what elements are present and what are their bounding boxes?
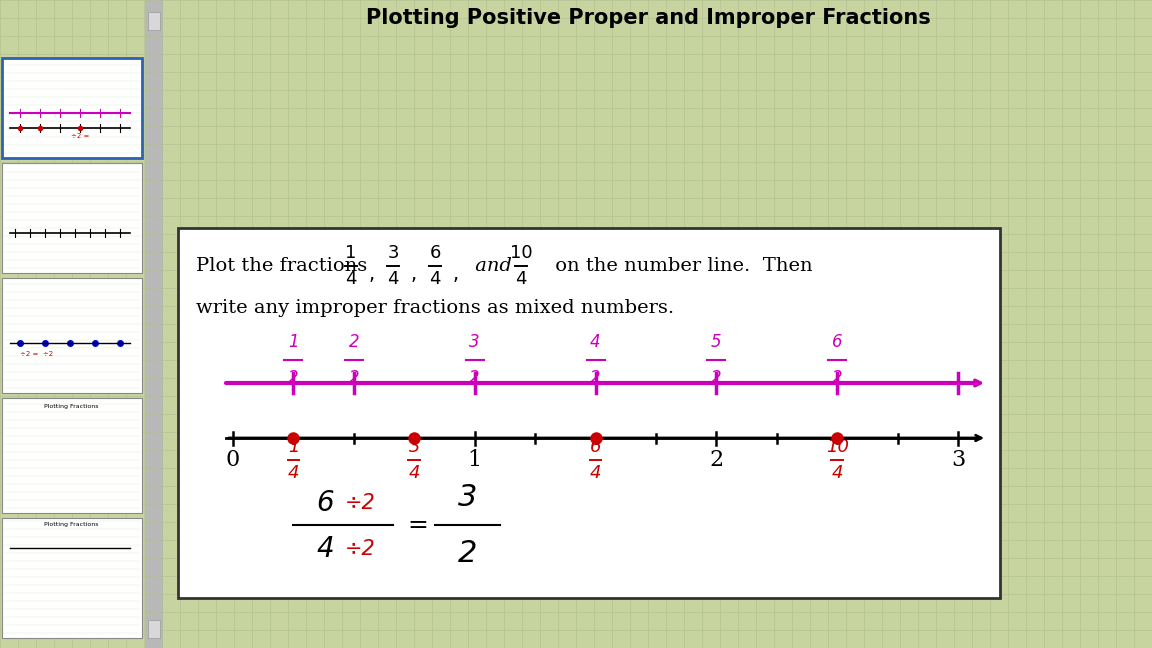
Bar	[2, 518, 142, 638]
Text: 5: 5	[711, 333, 721, 351]
Text: 2: 2	[288, 369, 298, 387]
Text: on the number line.  Then: on the number line. Then	[550, 257, 812, 275]
Text: 0: 0	[226, 449, 240, 471]
Text: 3: 3	[457, 483, 477, 513]
Text: Plotting Positive Proper and Improper Fractions: Plotting Positive Proper and Improper Fr…	[365, 8, 931, 28]
Text: and: and	[469, 257, 518, 275]
Text: 4: 4	[515, 270, 526, 288]
Text: 2: 2	[349, 369, 359, 387]
Text: 2: 2	[832, 369, 842, 387]
Text: 2: 2	[710, 449, 723, 471]
Text: 2: 2	[457, 540, 477, 568]
Text: 4: 4	[288, 464, 300, 482]
Text: 4: 4	[832, 464, 843, 482]
Text: 4: 4	[590, 333, 601, 351]
Bar	[2, 58, 142, 158]
Text: 6: 6	[430, 244, 441, 262]
Text: 2: 2	[711, 369, 721, 387]
Text: 10: 10	[509, 244, 532, 262]
Text: write any improper fractions as mixed numbers.: write any improper fractions as mixed nu…	[196, 299, 674, 317]
Text: 3: 3	[469, 333, 480, 351]
Bar	[147, 620, 160, 638]
Text: 3: 3	[387, 244, 399, 262]
Text: =: =	[407, 513, 427, 537]
Text: ÷2 =: ÷2 =	[71, 133, 90, 139]
Text: ,: ,	[411, 264, 417, 284]
Text: ÷2: ÷2	[344, 539, 376, 559]
Text: ,: ,	[453, 264, 460, 284]
Text: ,: ,	[369, 264, 376, 284]
Text: 1: 1	[288, 438, 300, 456]
Text: ÷2 =  ÷2: ÷2 = ÷2	[20, 351, 53, 357]
Text: 3: 3	[950, 449, 965, 471]
Text: 1: 1	[346, 244, 357, 262]
Text: Plotting Fractions: Plotting Fractions	[44, 404, 98, 409]
Bar	[145, 0, 162, 648]
Text: 2: 2	[469, 369, 480, 387]
Bar	[2, 398, 142, 513]
Text: 1: 1	[468, 449, 482, 471]
Text: 2: 2	[590, 369, 601, 387]
Text: 6: 6	[590, 438, 601, 456]
Text: 4: 4	[430, 270, 441, 288]
Bar	[2, 163, 142, 273]
Bar	[2, 278, 142, 393]
Bar	[147, 12, 160, 30]
Text: 10: 10	[826, 438, 849, 456]
Text: ÷2: ÷2	[344, 492, 376, 513]
Text: 6: 6	[316, 489, 334, 517]
Text: Plotting Fractions: Plotting Fractions	[44, 522, 98, 527]
Text: 3: 3	[409, 438, 420, 456]
Bar	[179, 228, 1000, 598]
Text: 4: 4	[346, 270, 357, 288]
Text: 4: 4	[590, 464, 601, 482]
Text: 4: 4	[387, 270, 399, 288]
Text: 4: 4	[409, 464, 420, 482]
Text: 6: 6	[832, 333, 842, 351]
Text: 1: 1	[288, 333, 298, 351]
Text: 2: 2	[349, 333, 359, 351]
Text: Plot the fractions: Plot the fractions	[196, 257, 373, 275]
Text: 4: 4	[316, 535, 334, 563]
